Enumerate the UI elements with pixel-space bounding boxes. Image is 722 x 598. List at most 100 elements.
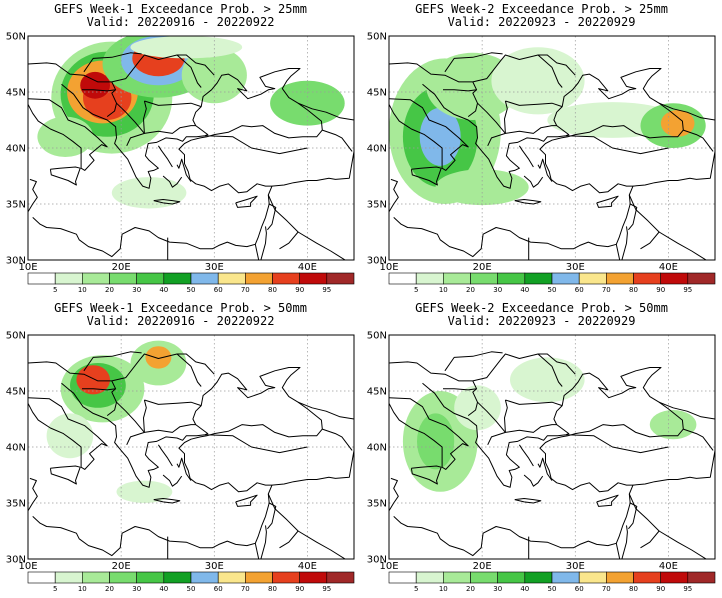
boundary-line xyxy=(297,530,347,559)
colorbar-label: 60 xyxy=(575,585,584,593)
lat-tick-label: 50N xyxy=(367,32,387,43)
colorbar-swatch xyxy=(415,272,444,285)
probability-region xyxy=(116,480,173,503)
colorbar-swatch xyxy=(109,571,138,584)
colorbar-swatch xyxy=(54,272,83,285)
lon-tick-label: 20E xyxy=(112,262,131,273)
colorbar-label: 30 xyxy=(132,286,141,294)
colorbar-swatch xyxy=(551,571,580,584)
colorbar-label: 20 xyxy=(105,585,114,593)
map-valid-dates: Valid: 20220916 - 20220922 xyxy=(86,314,275,328)
map-frame xyxy=(27,35,355,261)
colorbar-label: 90 xyxy=(656,585,665,593)
colorbar-swatch xyxy=(136,272,165,285)
boundary-line xyxy=(235,195,258,208)
colorbar-label: 95 xyxy=(322,286,331,294)
colorbar-label: 5 xyxy=(414,286,418,294)
colorbar-label: 5 xyxy=(53,585,57,593)
boundary-line xyxy=(49,166,81,186)
graticule xyxy=(389,36,715,260)
colorbar-label: 60 xyxy=(214,286,223,294)
probability-region xyxy=(510,357,585,403)
colorbar-label: 80 xyxy=(268,585,277,593)
colorbar: 5 10 20 30 40 50 60 70 80 90 95 xyxy=(27,571,355,593)
lon-tick-label: 30E xyxy=(566,561,585,572)
boundary-line xyxy=(106,81,117,117)
map-title: GEFS Week-1 Exceedance Prob. > 50mm xyxy=(54,301,307,315)
map-panel-week2-50mm: GEFS Week-2 Exceedance Prob. > 50mm Vali… xyxy=(361,299,722,598)
colorbar-swatch xyxy=(687,272,716,285)
boundary-line xyxy=(28,353,215,382)
boundary-line xyxy=(504,399,508,433)
lon-tick-label: 20E xyxy=(112,561,131,572)
graticule xyxy=(389,335,715,559)
boundary-line xyxy=(260,226,267,260)
probability-region xyxy=(145,346,172,369)
boundary-line xyxy=(28,178,38,213)
graticule xyxy=(28,335,354,559)
colorbar-swatch xyxy=(633,272,662,285)
coastlines-borders xyxy=(28,351,354,559)
colorbar-swatch xyxy=(245,571,273,584)
colorbar-label: 20 xyxy=(466,585,475,593)
probability-map: 10E 20E 30E 40E 30N 35N 40N 45N 50N 5 10 20 30 40 50 60… xyxy=(6,32,355,294)
probability-region xyxy=(181,47,247,104)
boundary-line xyxy=(153,498,181,504)
colorbar-swatch xyxy=(606,272,634,285)
probability-region xyxy=(419,107,461,166)
boundary-line xyxy=(505,424,557,433)
boundary-line xyxy=(565,135,669,155)
colorbar-swatch xyxy=(326,272,355,285)
lon-tick-label: 10E xyxy=(18,262,37,273)
probability-map: 10E 20E 30E 40E 30N 35N 40N 45N 50N 5 10 20 30 40 50 60… xyxy=(367,331,716,593)
boundary-line xyxy=(658,231,708,260)
map-valid-dates: Valid: 20220923 - 20220929 xyxy=(447,314,636,328)
lat-tick-label: 50N xyxy=(6,331,26,342)
colorbar-label: 40 xyxy=(159,585,168,593)
colorbar-swatch xyxy=(136,571,165,584)
boundary-line xyxy=(628,493,660,549)
lat-tick-label: 50N xyxy=(367,331,387,342)
boundary-line xyxy=(254,543,260,559)
colorbar-swatch xyxy=(190,272,219,285)
boundary-line xyxy=(143,399,147,433)
colorbar-label: 40 xyxy=(520,286,529,294)
graticule xyxy=(28,36,354,260)
probability-region xyxy=(80,71,110,99)
boundary-line xyxy=(28,98,108,171)
lat-tick-label: 45N xyxy=(6,387,26,398)
boundary-line xyxy=(393,367,684,557)
boundary-line xyxy=(83,351,142,372)
boundary-line xyxy=(537,54,563,88)
colorbar: 5 10 20 30 40 50 60 70 80 90 95 xyxy=(27,272,355,294)
colorbar-swatch xyxy=(578,571,607,584)
probability-field xyxy=(389,47,706,206)
lon-tick-label: 30E xyxy=(566,262,585,273)
colorbar-label: 50 xyxy=(187,585,196,593)
map-frame xyxy=(388,35,716,261)
boundary-line xyxy=(410,465,442,485)
lat-tick-label: 35N xyxy=(6,499,26,510)
boundary-line xyxy=(683,428,714,451)
boundary-line xyxy=(176,457,192,481)
lon-tick-label: 40E xyxy=(659,262,678,273)
boundary-line xyxy=(628,203,638,231)
map-valid-dates: Valid: 20220923 - 20220929 xyxy=(447,15,636,29)
boundary-line xyxy=(518,145,534,168)
boundary-line xyxy=(116,401,145,446)
colorbar-label: 30 xyxy=(493,286,502,294)
colorbar-swatch xyxy=(443,272,471,285)
probability-field xyxy=(46,340,187,503)
boundary-line xyxy=(410,166,442,186)
colorbar-label: 80 xyxy=(629,286,638,294)
boundary-line xyxy=(505,399,563,407)
lat-tick-label: 40N xyxy=(6,144,26,155)
colorbar-swatch xyxy=(470,571,499,584)
colorbar-label: 50 xyxy=(548,286,557,294)
boundary-line xyxy=(116,102,145,147)
boundary-line xyxy=(523,474,544,487)
boundary-line xyxy=(523,175,544,188)
colorbar-label: 50 xyxy=(187,286,196,294)
boundary-line xyxy=(596,494,619,507)
boundary-line xyxy=(28,397,108,470)
